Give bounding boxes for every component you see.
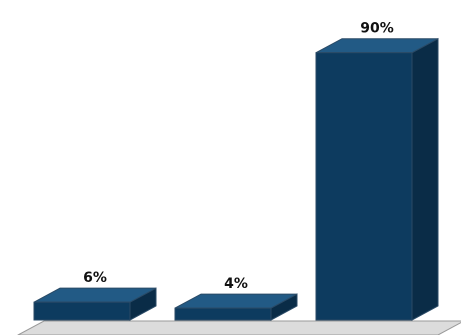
bar-value-label: 6% — [83, 270, 107, 286]
bar-front-face — [316, 53, 412, 320]
bar-1 — [34, 288, 156, 320]
bar-value-label: 90% — [360, 21, 394, 37]
bar-side-face — [412, 39, 438, 320]
bar-value-label: 4% — [224, 276, 248, 292]
bar-front-face — [175, 308, 271, 320]
bar-3 — [316, 39, 438, 320]
chart-floor-top — [18, 321, 461, 335]
bar-2 — [175, 294, 297, 320]
chart-floor — [18, 321, 461, 335]
bar-front-face — [34, 302, 130, 320]
